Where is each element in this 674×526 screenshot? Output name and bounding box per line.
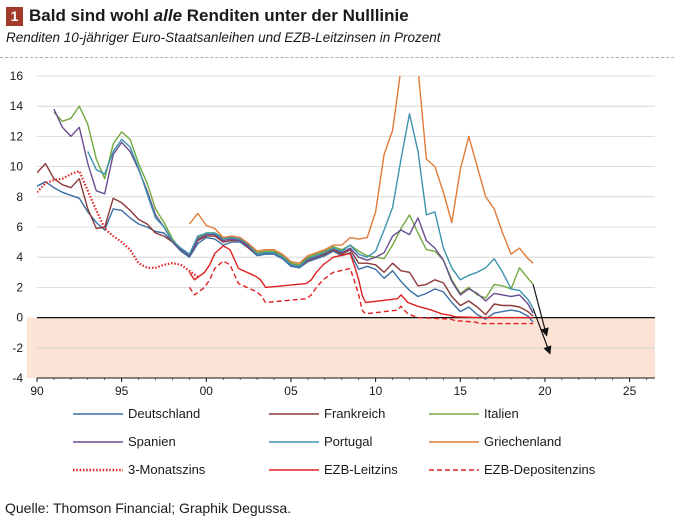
legend-label: Italien — [484, 406, 519, 421]
series-line-italien — [53, 105, 534, 299]
forecast-arrow — [532, 308, 552, 355]
x-tick-label: 00 — [200, 384, 214, 398]
series-group — [37, 76, 534, 325]
series-line-spanien — [53, 108, 534, 314]
legend-label: Spanien — [128, 434, 176, 449]
title-row: 1 Bald sind wohl alle Renditen unter der… — [6, 4, 668, 28]
legend-label: Griechenland — [484, 434, 561, 449]
line-chart: -4 -2 0 2 4 6 8 10 12 14 16 90 95 00 05 10 15 20 25 Deutsch… — [10, 69, 656, 477]
series-line-deutschland — [37, 181, 534, 323]
series-line-portugal — [87, 113, 534, 309]
x-tick-label: 20 — [538, 384, 552, 398]
header-divider — [0, 57, 674, 58]
legend-label: EZB-Depositenzins — [484, 462, 596, 477]
figure-number-badge: 1 — [6, 6, 23, 26]
y-tick-label: -4 — [12, 371, 23, 385]
chart-title-part-2: Renditen unter der Nulllinie — [182, 6, 409, 25]
legend-label: Deutschland — [128, 406, 200, 421]
y-tick-label: 6 — [16, 220, 23, 234]
legend-label: Frankreich — [324, 406, 385, 421]
series-line-ezb-leitzins — [188, 245, 534, 319]
chart-subtitle: Renditen 10-jähriger Euro-Staatsanleihen… — [6, 30, 441, 45]
x-tick-label: 90 — [30, 384, 44, 398]
legend-label: Portugal — [324, 434, 373, 449]
x-tick-label: 05 — [284, 384, 298, 398]
y-tick-label: 4 — [16, 250, 23, 264]
legend-label: EZB-Leitzins — [324, 462, 398, 477]
chart-title: Bald sind wohl alle Renditen unter der N… — [29, 6, 409, 26]
forecast-arrow — [532, 284, 549, 337]
chart-header: 1 Bald sind wohl alle Renditen unter der… — [6, 4, 668, 45]
x-tick-label: 95 — [115, 384, 129, 398]
x-tick-label: 15 — [454, 384, 468, 398]
series-line-griechenland — [188, 76, 534, 264]
y-tick-label: 12 — [10, 129, 24, 143]
y-tick-label: 2 — [16, 280, 23, 294]
y-tick-label: 8 — [16, 190, 23, 204]
x-tick-label: 10 — [369, 384, 383, 398]
series-line-ezb-depositenzins — [188, 260, 534, 325]
y-tick-label: 14 — [10, 99, 24, 113]
source-note: Quelle: Thomson Financial; Graphik Degus… — [5, 500, 292, 516]
y-tick-label: -2 — [12, 341, 23, 355]
series-line-3-monatszins — [37, 170, 199, 278]
legend-label: 3-Monatszins — [128, 462, 206, 477]
y-tick-label: 10 — [10, 160, 24, 174]
y-tick-label: 0 — [16, 311, 23, 325]
x-tick-label: 25 — [623, 384, 637, 398]
chart-title-part-1: Bald sind wohl — [29, 6, 154, 25]
y-tick-label: 16 — [10, 69, 24, 83]
chart-title-emphasis: alle — [153, 6, 183, 25]
